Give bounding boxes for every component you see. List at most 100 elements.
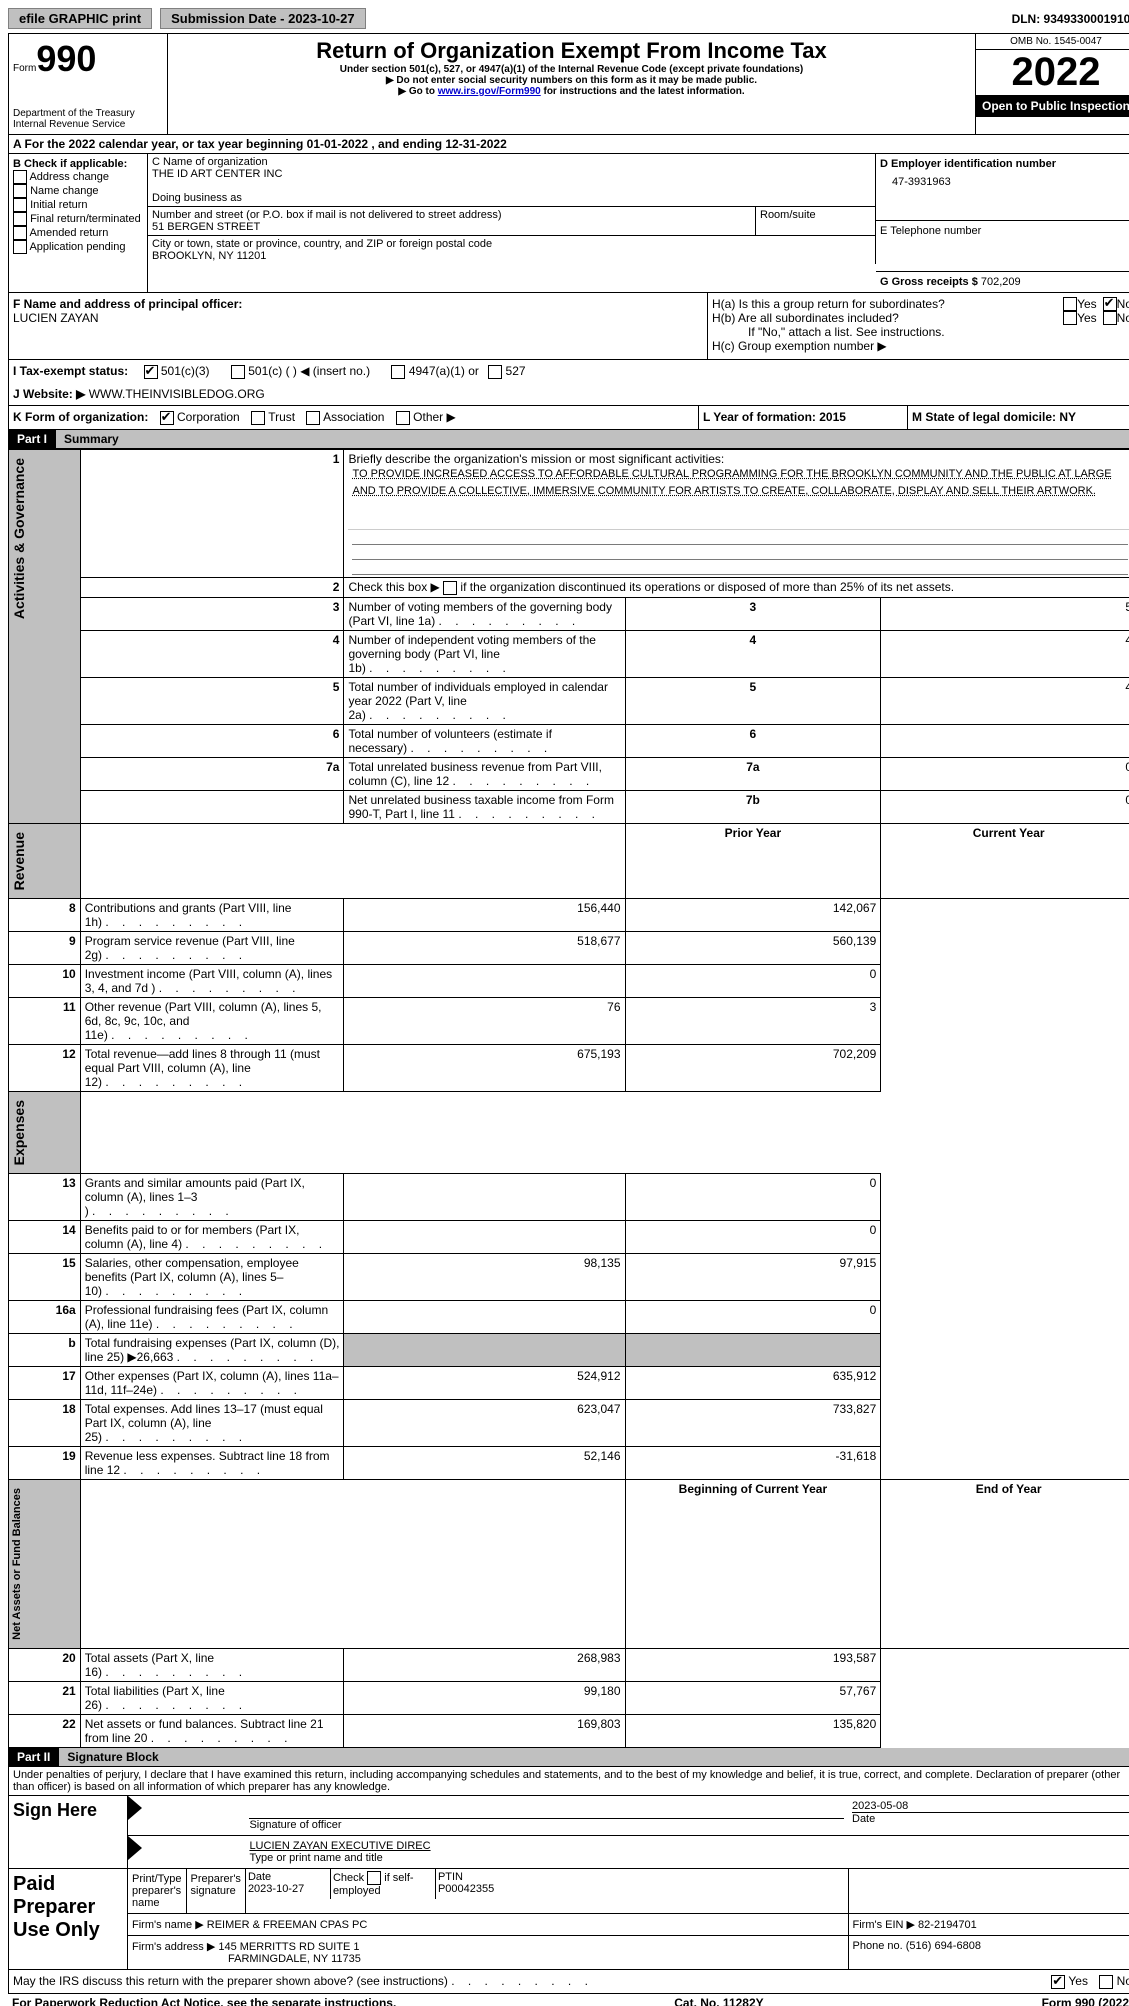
form-number: 990	[36, 38, 96, 79]
table-row: 4 Number of independent voting members o…	[9, 630, 1129, 677]
firm-ein: Firm's EIN ▶ 82-2194701	[848, 1914, 1129, 1936]
app-pending-checkbox[interactable]	[13, 240, 27, 254]
state-domicile: M State of legal domicile: NY	[908, 406, 1129, 429]
page-footer: For Paperwork Reduction Act Notice, see …	[8, 1994, 1129, 2006]
row-a-tax-year: A For the 2022 calendar year, or tax yea…	[8, 135, 1129, 154]
vert-activities: Activities & Governance	[9, 450, 29, 627]
amended-checkbox[interactable]	[13, 226, 27, 240]
line2-checkbox[interactable]	[443, 581, 457, 595]
footer-cat: Cat. No. 11282Y	[674, 1996, 763, 2006]
top-bar: efile GRAPHIC print Submission Date - 20…	[8, 8, 1129, 29]
org-name-label: C Name of organization	[152, 156, 268, 168]
table-row: b Total fundraising expenses (Part IX, c…	[9, 1334, 1129, 1367]
firm-name: REIMER & FREEMAN CPAS PC	[207, 1919, 368, 1931]
501c3-checkbox[interactable]	[144, 365, 158, 379]
city-label: City or town, state or province, country…	[152, 238, 492, 250]
prep-date: Date 2023-10-27	[246, 1869, 331, 1899]
org-name: THE ID ART CENTER INC	[152, 168, 282, 180]
form-header: Form990 Department of the Treasury Inter…	[8, 33, 1129, 135]
signature-table: Sign Here Signature of officer 2023-05-0…	[8, 1796, 1129, 1970]
part1-table: Activities & Governance 1 Briefly descri…	[8, 449, 1129, 1749]
dept-label: Department of the Treasury	[13, 108, 163, 119]
final-return-checkbox[interactable]	[13, 212, 27, 226]
527-checkbox[interactable]	[488, 365, 502, 379]
other-checkbox[interactable]	[396, 411, 410, 425]
discuss-yes-checkbox[interactable]	[1051, 1975, 1065, 1989]
signature-arrow-icon	[128, 1796, 142, 1820]
trust-checkbox[interactable]	[251, 411, 265, 425]
mission-label: Briefly describe the organization's miss…	[348, 452, 724, 466]
phone-label: E Telephone number	[876, 221, 1129, 272]
form-title: Return of Organization Exempt From Incom…	[172, 38, 971, 64]
initial-return-checkbox[interactable]	[13, 198, 27, 212]
sig-date: 2023-05-08	[852, 1800, 908, 1812]
officer-name: LUCIEN ZAYAN	[13, 311, 703, 325]
irs-label: Internal Revenue Service	[13, 119, 163, 130]
table-row: 8 Contributions and grants (Part VIII, l…	[9, 899, 1129, 932]
officer-group-row: F Name and address of principal officer:…	[8, 293, 1129, 360]
firm-city: FARMINGDALE, NY 11735	[132, 1953, 361, 1965]
website-url: WWW.THEINVISIBLEDOG.ORG	[89, 387, 265, 401]
table-row: 19 Revenue less expenses. Subtract line …	[9, 1447, 1129, 1480]
table-row: 20 Total assets (Part X, line 16) 268,98…	[9, 1649, 1129, 1682]
assoc-checkbox[interactable]	[306, 411, 320, 425]
part1-title: Summary	[55, 430, 1129, 448]
table-row: 9 Program service revenue (Part VIII, li…	[9, 932, 1129, 965]
addr-change-checkbox[interactable]	[13, 170, 27, 184]
table-row: 10 Investment income (Part VIII, column …	[9, 965, 1129, 998]
col-d-ein: D Employer identification number 47-3931…	[876, 154, 1129, 292]
table-row: 18 Total expenses. Add lines 13–17 (must…	[9, 1400, 1129, 1447]
efile-button[interactable]: efile GRAPHIC print	[8, 8, 152, 29]
table-row: 11 Other revenue (Part VIII, column (A),…	[9, 998, 1129, 1045]
tax-status-row: I Tax-exempt status: 501(c)(3) 501(c) ( …	[8, 360, 1129, 383]
beginning-year-header: Beginning of Current Year	[625, 1480, 881, 1649]
irs-link[interactable]: www.irs.gov/Form990	[438, 86, 541, 97]
form-org-row: K Form of organization: Corporation Trus…	[8, 406, 1129, 430]
line2-text: Check this box ▶	[348, 580, 443, 594]
vert-revenue: Revenue	[9, 824, 29, 898]
dba-label: Doing business as	[152, 192, 242, 204]
ptin-value: P00042355	[438, 1883, 494, 1895]
name-arrow-icon	[128, 1836, 142, 1860]
4947-checkbox[interactable]	[391, 365, 405, 379]
table-row: 7a Total unrelated business revenue from…	[9, 757, 1129, 790]
firm-name-label: Firm's name ▶	[132, 1919, 204, 1931]
year-formation: L Year of formation: 2015	[699, 406, 908, 429]
dln-label: DLN: 93493300019103	[1012, 12, 1129, 26]
table-row: Net unrelated business taxable income fr…	[9, 790, 1129, 823]
hb-yes-checkbox[interactable]	[1063, 311, 1077, 325]
table-row: 16a Professional fundraising fees (Part …	[9, 1301, 1129, 1334]
form-subtitle: Under section 501(c), 527, or 4947(a)(1)…	[172, 64, 971, 75]
footer-left: For Paperwork Reduction Act Notice, see …	[12, 1996, 396, 2006]
col-b-label: B Check if applicable:	[13, 158, 143, 170]
end-year-header: End of Year	[881, 1480, 1129, 1649]
mission-text: TO PROVIDE INCREASED ACCESS TO AFFORDABL…	[348, 466, 1129, 530]
self-employed-checkbox[interactable]	[367, 1871, 381, 1885]
discuss-no-checkbox[interactable]	[1099, 1975, 1113, 1989]
col-c-org-name: C Name of organization THE ID ART CENTER…	[148, 154, 876, 292]
gross-label: G Gross receipts $	[880, 276, 978, 288]
note-1: ▶ Do not enter social security numbers o…	[172, 75, 971, 86]
501c-checkbox[interactable]	[231, 365, 245, 379]
vert-expenses: Expenses	[9, 1092, 29, 1173]
ha-yes-checkbox[interactable]	[1063, 297, 1077, 311]
vert-net-assets: Net Assets or Fund Balances	[9, 1480, 25, 1648]
table-row: 21 Total liabilities (Part X, line 26) 9…	[9, 1682, 1129, 1715]
firm-addr-label: Firm's address ▶	[132, 1941, 215, 1953]
table-row: 17 Other expenses (Part IX, column (A), …	[9, 1367, 1129, 1400]
firm-phone: Phone no. (516) 694-6808	[848, 1936, 1129, 1970]
date-label: Date	[852, 1813, 875, 1825]
firm-address: 145 MERRITTS RD SUITE 1	[218, 1941, 359, 1953]
corp-checkbox[interactable]	[160, 411, 174, 425]
name-change-checkbox[interactable]	[13, 184, 27, 198]
form-label: Form	[13, 63, 36, 74]
table-row: 13 Grants and similar amounts paid (Part…	[9, 1174, 1129, 1221]
part1-header-row: Part I Summary	[8, 430, 1129, 449]
footer-right: Form 990 (2022)	[1042, 1996, 1129, 2006]
tax-year: 2022	[976, 50, 1129, 95]
ein-value: 47-3931963	[880, 170, 1129, 188]
discuss-row: May the IRS discuss this return with the…	[8, 1970, 1129, 1994]
hb-no-checkbox[interactable]	[1103, 311, 1117, 325]
ha-label: H(a) Is this a group return for subordin…	[712, 297, 1063, 311]
ha-no-checkbox[interactable]	[1103, 297, 1117, 311]
